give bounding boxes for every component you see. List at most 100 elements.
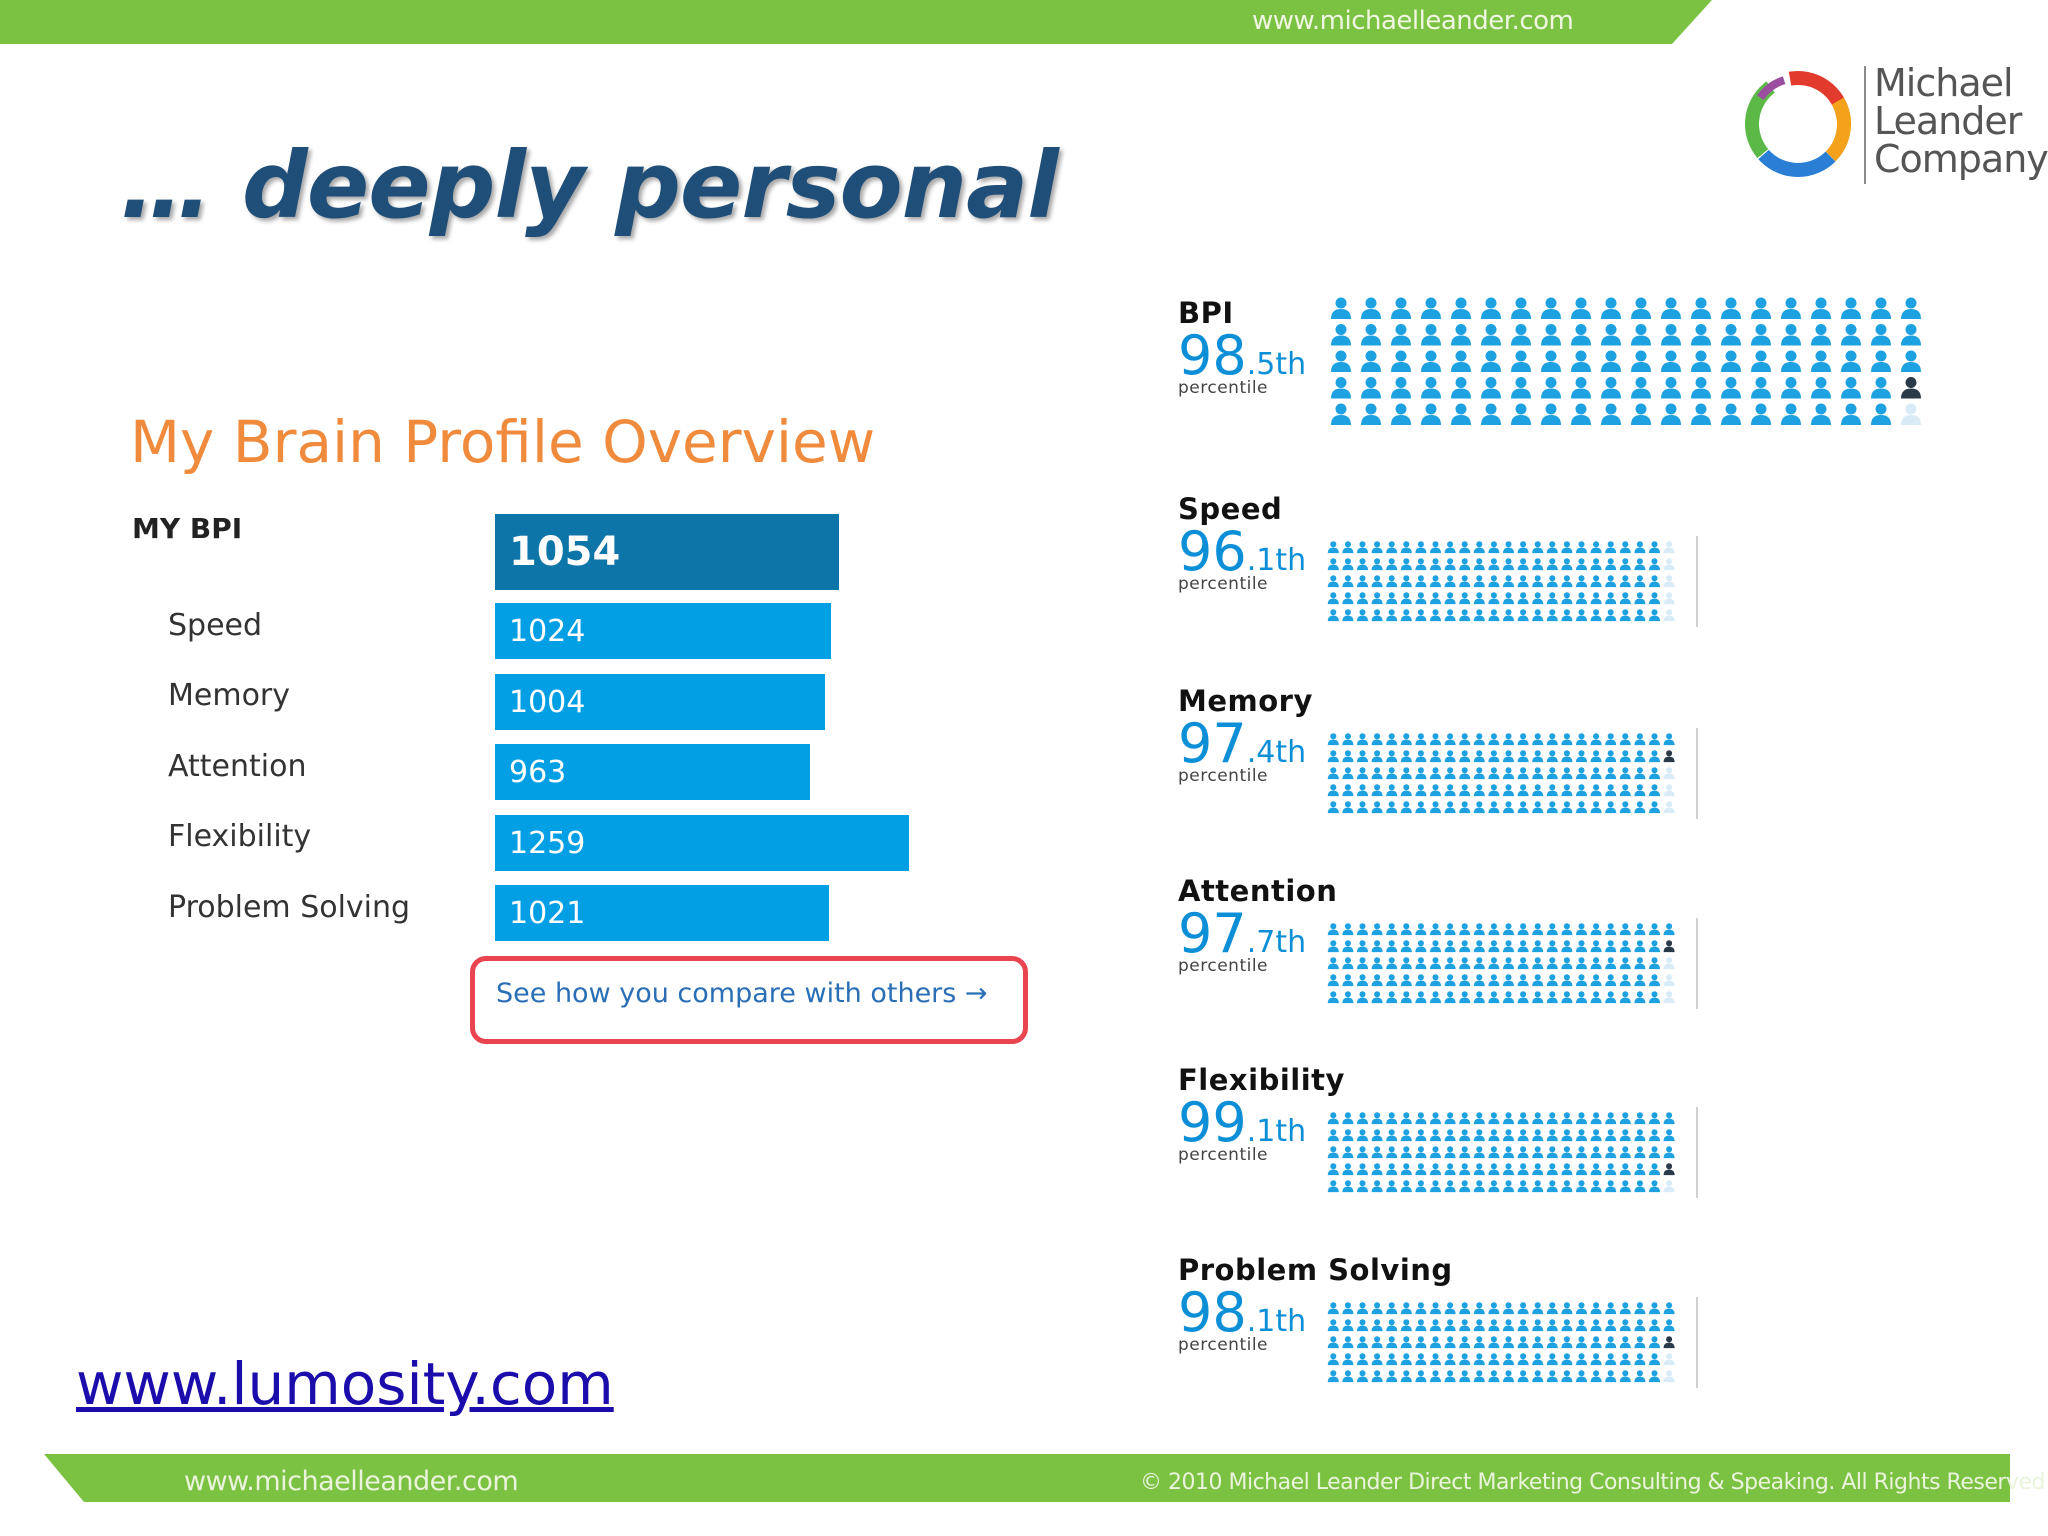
person-icon bbox=[1444, 1129, 1456, 1142]
person-icon bbox=[1459, 940, 1471, 953]
person-icon bbox=[1400, 801, 1412, 814]
person-grid-wrapper bbox=[1326, 732, 1677, 817]
person-icon bbox=[1503, 733, 1514, 746]
slide-title: … deeply personal bbox=[120, 132, 1059, 239]
memory-bar: 1004 bbox=[495, 674, 825, 730]
compare-link[interactable]: See how you compare with others → bbox=[496, 978, 988, 1009]
person-icon bbox=[1371, 575, 1383, 588]
person-icon bbox=[1561, 609, 1573, 622]
person-icon bbox=[1576, 1180, 1587, 1193]
person-icon bbox=[1386, 733, 1398, 746]
person-icon bbox=[1841, 350, 1861, 372]
person-icon bbox=[1400, 1336, 1412, 1349]
person-icon bbox=[1342, 1353, 1354, 1366]
grid-separator bbox=[1696, 918, 1699, 1009]
grid-separator bbox=[1696, 728, 1699, 819]
person-icon bbox=[1590, 609, 1602, 622]
person-icon bbox=[1391, 403, 1411, 425]
person-icon bbox=[1371, 1112, 1383, 1125]
person-icon bbox=[1386, 558, 1398, 571]
person-icon bbox=[1576, 923, 1587, 936]
flexibility-bar: 1259 bbox=[495, 815, 909, 871]
person-icon bbox=[1361, 377, 1381, 399]
person-icon bbox=[1481, 403, 1501, 425]
person-icon bbox=[1386, 1370, 1398, 1383]
person-icon bbox=[1415, 1370, 1427, 1383]
person-icon bbox=[1576, 940, 1587, 953]
person-icon bbox=[1342, 1146, 1354, 1159]
percentile-caption: percentile bbox=[1178, 1335, 1269, 1355]
percentile-whole: 98 bbox=[1178, 324, 1247, 387]
person-icon bbox=[1481, 297, 1501, 319]
person-icon bbox=[1517, 750, 1529, 763]
person-icon bbox=[1473, 1163, 1485, 1176]
person-icon bbox=[1532, 801, 1544, 814]
person-icon bbox=[1649, 940, 1660, 953]
person-icon bbox=[1357, 801, 1368, 814]
person-icon bbox=[1590, 575, 1602, 588]
person-icon bbox=[1546, 558, 1558, 571]
person-icon bbox=[1546, 1353, 1558, 1366]
person-icon bbox=[1605, 575, 1617, 588]
person-icon bbox=[1357, 1370, 1368, 1383]
person-icon bbox=[1691, 403, 1711, 425]
person-icon bbox=[1357, 558, 1368, 571]
person-icon bbox=[1361, 297, 1381, 319]
person-icon bbox=[1661, 377, 1681, 399]
person-icon bbox=[1546, 1112, 1558, 1125]
person-icon bbox=[1386, 1163, 1398, 1176]
person-icon bbox=[1503, 767, 1514, 780]
person-icon bbox=[1619, 991, 1631, 1004]
person-icon bbox=[1634, 767, 1646, 780]
person-icon bbox=[1631, 403, 1651, 425]
person-icon bbox=[1357, 974, 1368, 987]
person-icon bbox=[1473, 750, 1485, 763]
person-icon bbox=[1357, 609, 1368, 622]
person-icon bbox=[1517, 923, 1529, 936]
person-icon bbox=[1503, 575, 1514, 588]
person-icon bbox=[1649, 1302, 1660, 1315]
person-icon bbox=[1511, 403, 1531, 425]
percentile-person-grid bbox=[1327, 733, 1675, 814]
person-icon bbox=[1663, 1163, 1675, 1176]
person-icon bbox=[1459, 767, 1471, 780]
person-icon bbox=[1663, 767, 1675, 780]
person-icon bbox=[1451, 350, 1471, 372]
person-icon bbox=[1415, 1129, 1427, 1142]
person-icon bbox=[1541, 377, 1561, 399]
person-icon bbox=[1532, 750, 1544, 763]
person-icon bbox=[1634, 733, 1646, 746]
person-icon bbox=[1649, 991, 1660, 1004]
person-icon bbox=[1649, 1180, 1660, 1193]
person-icon bbox=[1430, 750, 1441, 763]
person-icon bbox=[1391, 297, 1411, 319]
person-icon bbox=[1430, 609, 1441, 622]
person-icon bbox=[1342, 1302, 1354, 1315]
person-icon bbox=[1590, 1112, 1602, 1125]
person-icon bbox=[1371, 957, 1383, 970]
person-icon bbox=[1571, 377, 1591, 399]
person-icon bbox=[1371, 733, 1383, 746]
person-icon bbox=[1751, 324, 1771, 346]
person-icon bbox=[1619, 1180, 1631, 1193]
person-icon bbox=[1517, 1129, 1529, 1142]
person-icon bbox=[1901, 297, 1921, 319]
person-icon bbox=[1561, 1180, 1573, 1193]
person-icon bbox=[1444, 1112, 1456, 1125]
person-icon bbox=[1601, 350, 1621, 372]
person-icon bbox=[1619, 733, 1631, 746]
person-icon bbox=[1546, 784, 1558, 797]
person-icon bbox=[1841, 403, 1861, 425]
percentile-caption: percentile bbox=[1178, 766, 1269, 786]
person-icon bbox=[1327, 1302, 1339, 1315]
person-icon bbox=[1605, 923, 1617, 936]
person-icon bbox=[1561, 1163, 1573, 1176]
person-icon bbox=[1661, 350, 1681, 372]
lumosity-link[interactable]: www.lumosity.com bbox=[76, 1350, 614, 1418]
person-icon bbox=[1400, 991, 1412, 1004]
person-icon bbox=[1546, 592, 1558, 605]
person-icon bbox=[1811, 377, 1831, 399]
person-icon bbox=[1342, 1336, 1354, 1349]
person-icon bbox=[1386, 1129, 1398, 1142]
person-icon bbox=[1619, 801, 1631, 814]
